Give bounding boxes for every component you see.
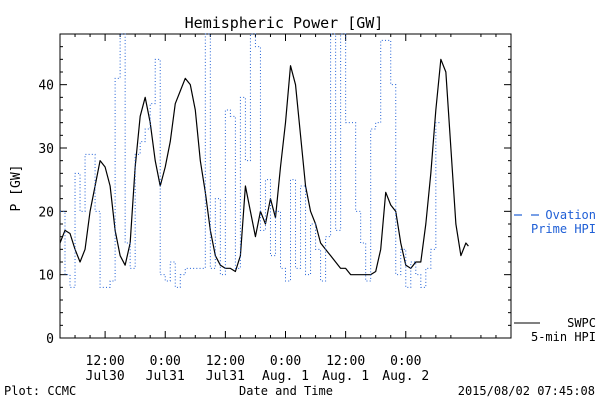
x-tick-label-date: Aug. 2 — [382, 369, 429, 384]
x-tick-label-time: 0:00 — [390, 354, 421, 369]
footer-plot-credit: Plot: CCMC — [4, 384, 76, 398]
legend-label-swpc-line2: 5-min HPI — [531, 330, 596, 344]
plot-area — [59, 33, 512, 339]
x-tick-label-time: 0:00 — [150, 354, 181, 369]
x-tick-label-time: 12:00 — [206, 354, 245, 369]
x-tick-label-date: Jul30 — [86, 369, 125, 384]
series-line-swpc — [59, 58, 469, 276]
x-tick-label-date: Jul31 — [146, 369, 185, 384]
plot-border — [59, 33, 512, 339]
x-tick-label-time: 12:00 — [326, 354, 365, 369]
y-tick-label: 0 — [46, 332, 54, 347]
y-tick-label: 40 — [38, 79, 54, 94]
legend-item-swpc: SWPC 5-min HPI — [514, 316, 596, 344]
footer-timestamp: 2015/08/02 07:45:08 — [458, 384, 595, 398]
legend: Ovation Prime HPI SWPC 5-min HPI — [514, 208, 596, 344]
x-tick-label-date: Jul31 — [206, 369, 245, 384]
y-tick-label: 10 — [38, 269, 54, 284]
legend-item-ovation: Ovation Prime HPI — [514, 208, 596, 236]
y-axis: 0 10 20 30 40 — [38, 46, 511, 347]
series-layer — [59, 33, 469, 288]
y-axis-label: P [GW] — [9, 165, 24, 212]
x-tick-label-time: 12:00 — [86, 354, 125, 369]
x-tick-label-date: Aug. 1 — [262, 369, 309, 384]
legend-label-ovation-line2: Prime HPI — [531, 222, 596, 236]
legend-label-ovation-line1: Ovation — [545, 208, 596, 222]
y-tick-label: 30 — [38, 142, 54, 157]
x-axis-label: Date and Time — [239, 384, 333, 398]
series-line-ovation-prime — [60, 33, 441, 288]
x-tick-label-date: Aug. 1 — [322, 369, 369, 384]
y-tick-label: 20 — [38, 205, 54, 220]
legend-label-swpc-line1: SWPC — [567, 316, 596, 330]
x-tick-label-time: 0:00 — [270, 354, 301, 369]
chart-title: Hemispheric Power [GW] — [185, 14, 384, 32]
